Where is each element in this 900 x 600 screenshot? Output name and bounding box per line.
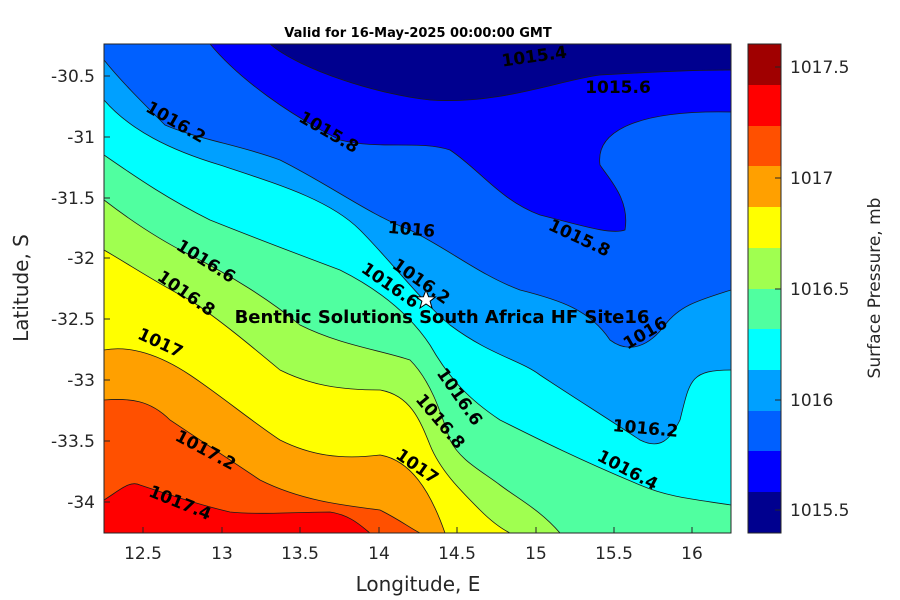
x-tick-label: 14.5 [438, 544, 476, 564]
contour-lines [104, 44, 731, 533]
y-tick-label: -30.5 [51, 67, 95, 87]
y-tick-label: -33 [67, 371, 95, 391]
y-axis: -30.5 -31 -31.5 -32 -32.5 -33 -33.5 -34 … [9, 67, 110, 513]
colorbar-tick-label: 1015.5 [790, 501, 849, 521]
y-tick-label: -33.5 [51, 432, 95, 452]
site-marker-star-icon[interactable] [415, 288, 437, 310]
colorbar-swatch [748, 329, 781, 370]
colorbar-swatch [748, 207, 781, 248]
colorbar-swatch [748, 166, 781, 207]
colorbar-swatch [748, 289, 781, 329]
colorbar-swatch [748, 492, 781, 533]
colorbar-tick-label: 1017.5 [790, 58, 849, 78]
colorbar-swatch [748, 370, 781, 411]
x-axis: 12.5 13 13.5 14 14.5 15 15.5 16 Longitud… [124, 527, 703, 596]
y-tick-label: -31 [67, 128, 95, 148]
colorbar-title: Surface Pressure, mb [865, 198, 885, 379]
x-tick-label: 16 [681, 544, 703, 564]
x-tick-label: 14 [368, 544, 390, 564]
plot-frame [103, 43, 732, 534]
contour-plot: 1015.4 1015.6 1015.8 1015.8 1016 1016.2 … [104, 44, 731, 533]
x-tick-label: 15 [525, 544, 547, 564]
colorbar-swatch [748, 248, 781, 289]
colorbar: 1017.5 1017 1016.5 1016 1015.5 Surface P… [747, 43, 885, 534]
colorbar-swatch [748, 411, 781, 451]
y-tick-label: -34 [67, 493, 95, 513]
x-tick-label: 13.5 [281, 544, 319, 564]
colorbar-swatch [748, 451, 781, 492]
colorbar-swatch [748, 85, 781, 126]
y-axis-label: Latitude, S [9, 234, 33, 342]
colorbar-tick-label: 1017 [790, 169, 833, 189]
chart-title: Valid for 16-May-2025 00:00:00 GMT [284, 26, 552, 41]
colorbar-swatch [748, 126, 781, 166]
x-tick-label: 13 [211, 544, 233, 564]
colorbar-swatch [748, 44, 781, 85]
colorbar-tick-label: 1016 [790, 391, 833, 411]
band-1017-4 [104, 483, 370, 533]
x-tick-label: 12.5 [124, 544, 162, 564]
colorbar-tick-label: 1016.5 [790, 280, 849, 300]
contour-label: 1016 [387, 218, 436, 242]
y-tick-label: -32.5 [51, 310, 95, 330]
y-tick-label: -31.5 [51, 189, 95, 209]
x-tick-label: 15.5 [595, 544, 633, 564]
site-label: Benthic Solutions South Africa HF Site16 [235, 307, 650, 328]
x-axis-label: Longitude, E [356, 572, 481, 596]
y-tick-label: -32 [67, 249, 95, 269]
contour-label: 1015.6 [585, 78, 651, 98]
